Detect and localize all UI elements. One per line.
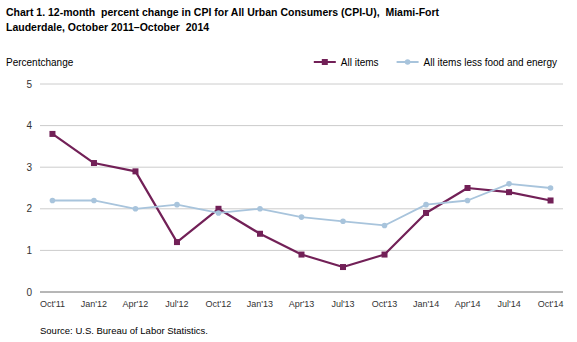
series	[49, 131, 553, 270]
legend-item: All items	[314, 57, 379, 68]
marker	[299, 252, 305, 258]
x-tick-label: Jan'14	[413, 299, 439, 309]
x-axis-line	[40, 292, 563, 293]
marker	[133, 206, 139, 212]
legend: All items All items less food and energy	[314, 57, 557, 68]
y-tick-label: 3	[26, 162, 32, 173]
marker	[257, 231, 263, 237]
x-tick-label: Jul'14	[497, 299, 520, 309]
line	[52, 134, 550, 267]
grid-line	[40, 84, 563, 85]
plot-area	[49, 131, 553, 270]
marker	[465, 185, 471, 191]
x-tick-label: Jan'13	[247, 299, 273, 309]
y-tick-label: 0	[26, 287, 32, 298]
marker	[423, 210, 429, 216]
chart: Chart 1. 12-month percent change in CPI …	[0, 0, 577, 342]
grid-line	[40, 125, 563, 126]
legend-label: All items less food and energy	[424, 57, 557, 68]
marker	[49, 131, 55, 137]
marker	[423, 202, 429, 208]
marker	[548, 197, 554, 203]
marker	[299, 214, 305, 220]
y-tick-label: 1	[26, 245, 32, 256]
legend-marker	[405, 59, 411, 65]
y-axis-label: Percentchange	[6, 57, 74, 68]
x-tick-label: Apr'14	[455, 299, 481, 309]
x-tick-label: Oct'11	[40, 299, 65, 309]
legend-item: All items less food and energy	[397, 57, 557, 68]
marker	[91, 198, 97, 204]
title: Chart 1. 12-month percent change in CPI …	[6, 6, 440, 18]
marker	[465, 198, 471, 204]
grid-line	[40, 292, 563, 293]
marker	[382, 252, 388, 258]
grid	[40, 84, 563, 292]
grid-line	[40, 250, 563, 251]
annotation: Source: U.S. Bureau of Labor Statistics.	[40, 325, 208, 336]
marker	[50, 198, 56, 204]
y-tick-label: 2	[26, 203, 32, 214]
marker	[340, 218, 346, 224]
marker	[174, 239, 180, 245]
marker	[382, 223, 388, 229]
x-tick-label: Oct'14	[538, 299, 564, 309]
line	[52, 184, 550, 226]
x-tick-label: Oct'12	[206, 299, 232, 309]
marker	[340, 264, 346, 270]
x-tick-label: Apr'13	[289, 299, 315, 309]
marker	[216, 210, 222, 216]
y-tick-label: 5	[26, 79, 32, 90]
x-tick-label: Oct'13	[372, 299, 398, 309]
background	[0, 0, 577, 342]
x-tick-label: Jul'12	[165, 299, 188, 309]
marker	[548, 185, 554, 191]
x-tick-label: Apr'12	[123, 299, 149, 309]
marker	[132, 168, 138, 174]
marker	[174, 202, 180, 208]
marker	[506, 189, 512, 195]
x-tick-label: Jul'13	[331, 299, 354, 309]
marker	[506, 181, 512, 187]
marker	[257, 206, 263, 212]
legend-label: All items	[341, 57, 379, 68]
x-tick-label: Jan'12	[81, 299, 107, 309]
grid-line	[40, 208, 563, 209]
legend-marker	[322, 59, 328, 65]
series	[50, 181, 554, 228]
title: Lauderdale, October 2011–October 2014	[6, 21, 209, 33]
y-tick-label: 4	[26, 120, 32, 131]
marker	[91, 160, 97, 166]
